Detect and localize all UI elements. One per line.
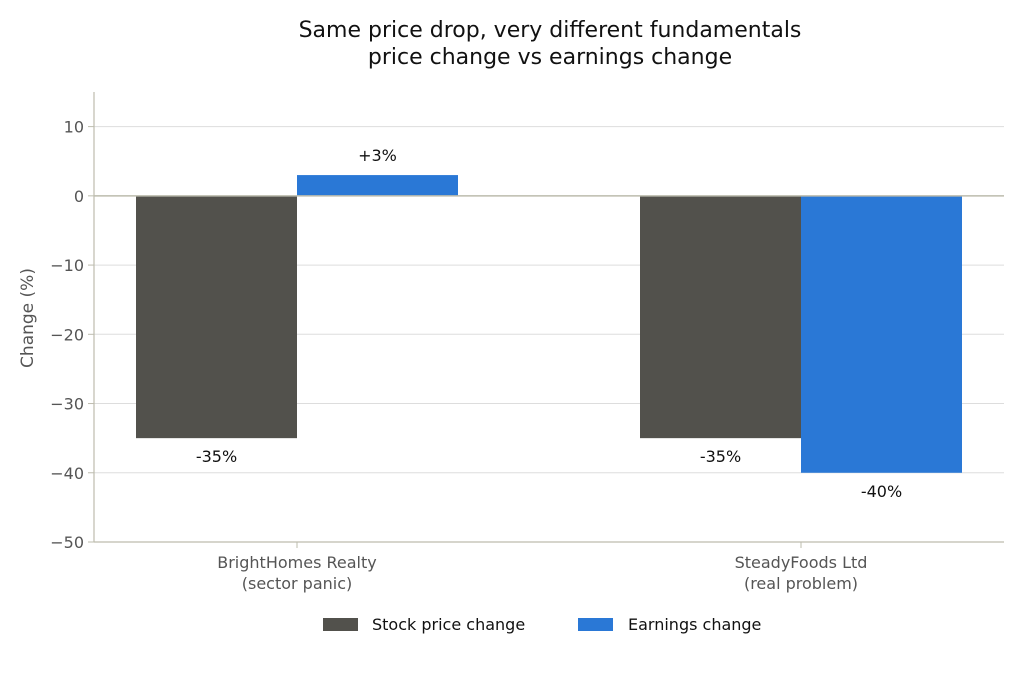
- bar: [136, 195, 297, 439]
- x-tick-label: BrightHomes Realty: [217, 553, 376, 572]
- legend-label: Stock price change: [372, 615, 525, 634]
- x-tick-label: (sector panic): [242, 574, 353, 593]
- data-label: -35%: [700, 447, 741, 466]
- chart-subtitle: price change vs earnings change: [368, 45, 732, 70]
- chart-title: Same price drop, very different fundamen…: [299, 18, 802, 43]
- data-labels: -35% -35% +3% -40%: [196, 146, 902, 501]
- x-tick-label: SteadyFoods Ltd: [735, 553, 868, 572]
- bar: [297, 175, 458, 196]
- y-tick-label: −10: [50, 256, 84, 275]
- bar: [801, 195, 962, 473]
- y-tick-label: −30: [50, 395, 84, 414]
- data-label: +3%: [358, 146, 397, 165]
- y-tick-label: −20: [50, 325, 84, 344]
- legend-swatch: [323, 618, 358, 631]
- data-label: -40%: [861, 482, 902, 501]
- legend-label: Earnings change: [628, 615, 761, 634]
- y-tick-label: −50: [50, 533, 84, 552]
- legend: Stock price change Earnings change: [323, 615, 761, 634]
- y-axis-label: Change (%): [18, 268, 38, 368]
- axes: 10 0 −10 −20 −30 −40 −50 BrightHomes Realty (sec…: [50, 92, 1004, 593]
- data-label: -35%: [196, 447, 237, 466]
- bars: [136, 175, 962, 473]
- legend-swatch: [578, 618, 613, 631]
- bar: [640, 195, 801, 439]
- x-tick-label: (real problem): [744, 574, 858, 593]
- y-tick-label: 10: [64, 118, 84, 137]
- y-tick-label: 0: [74, 187, 84, 206]
- y-tick-label: −40: [50, 464, 84, 483]
